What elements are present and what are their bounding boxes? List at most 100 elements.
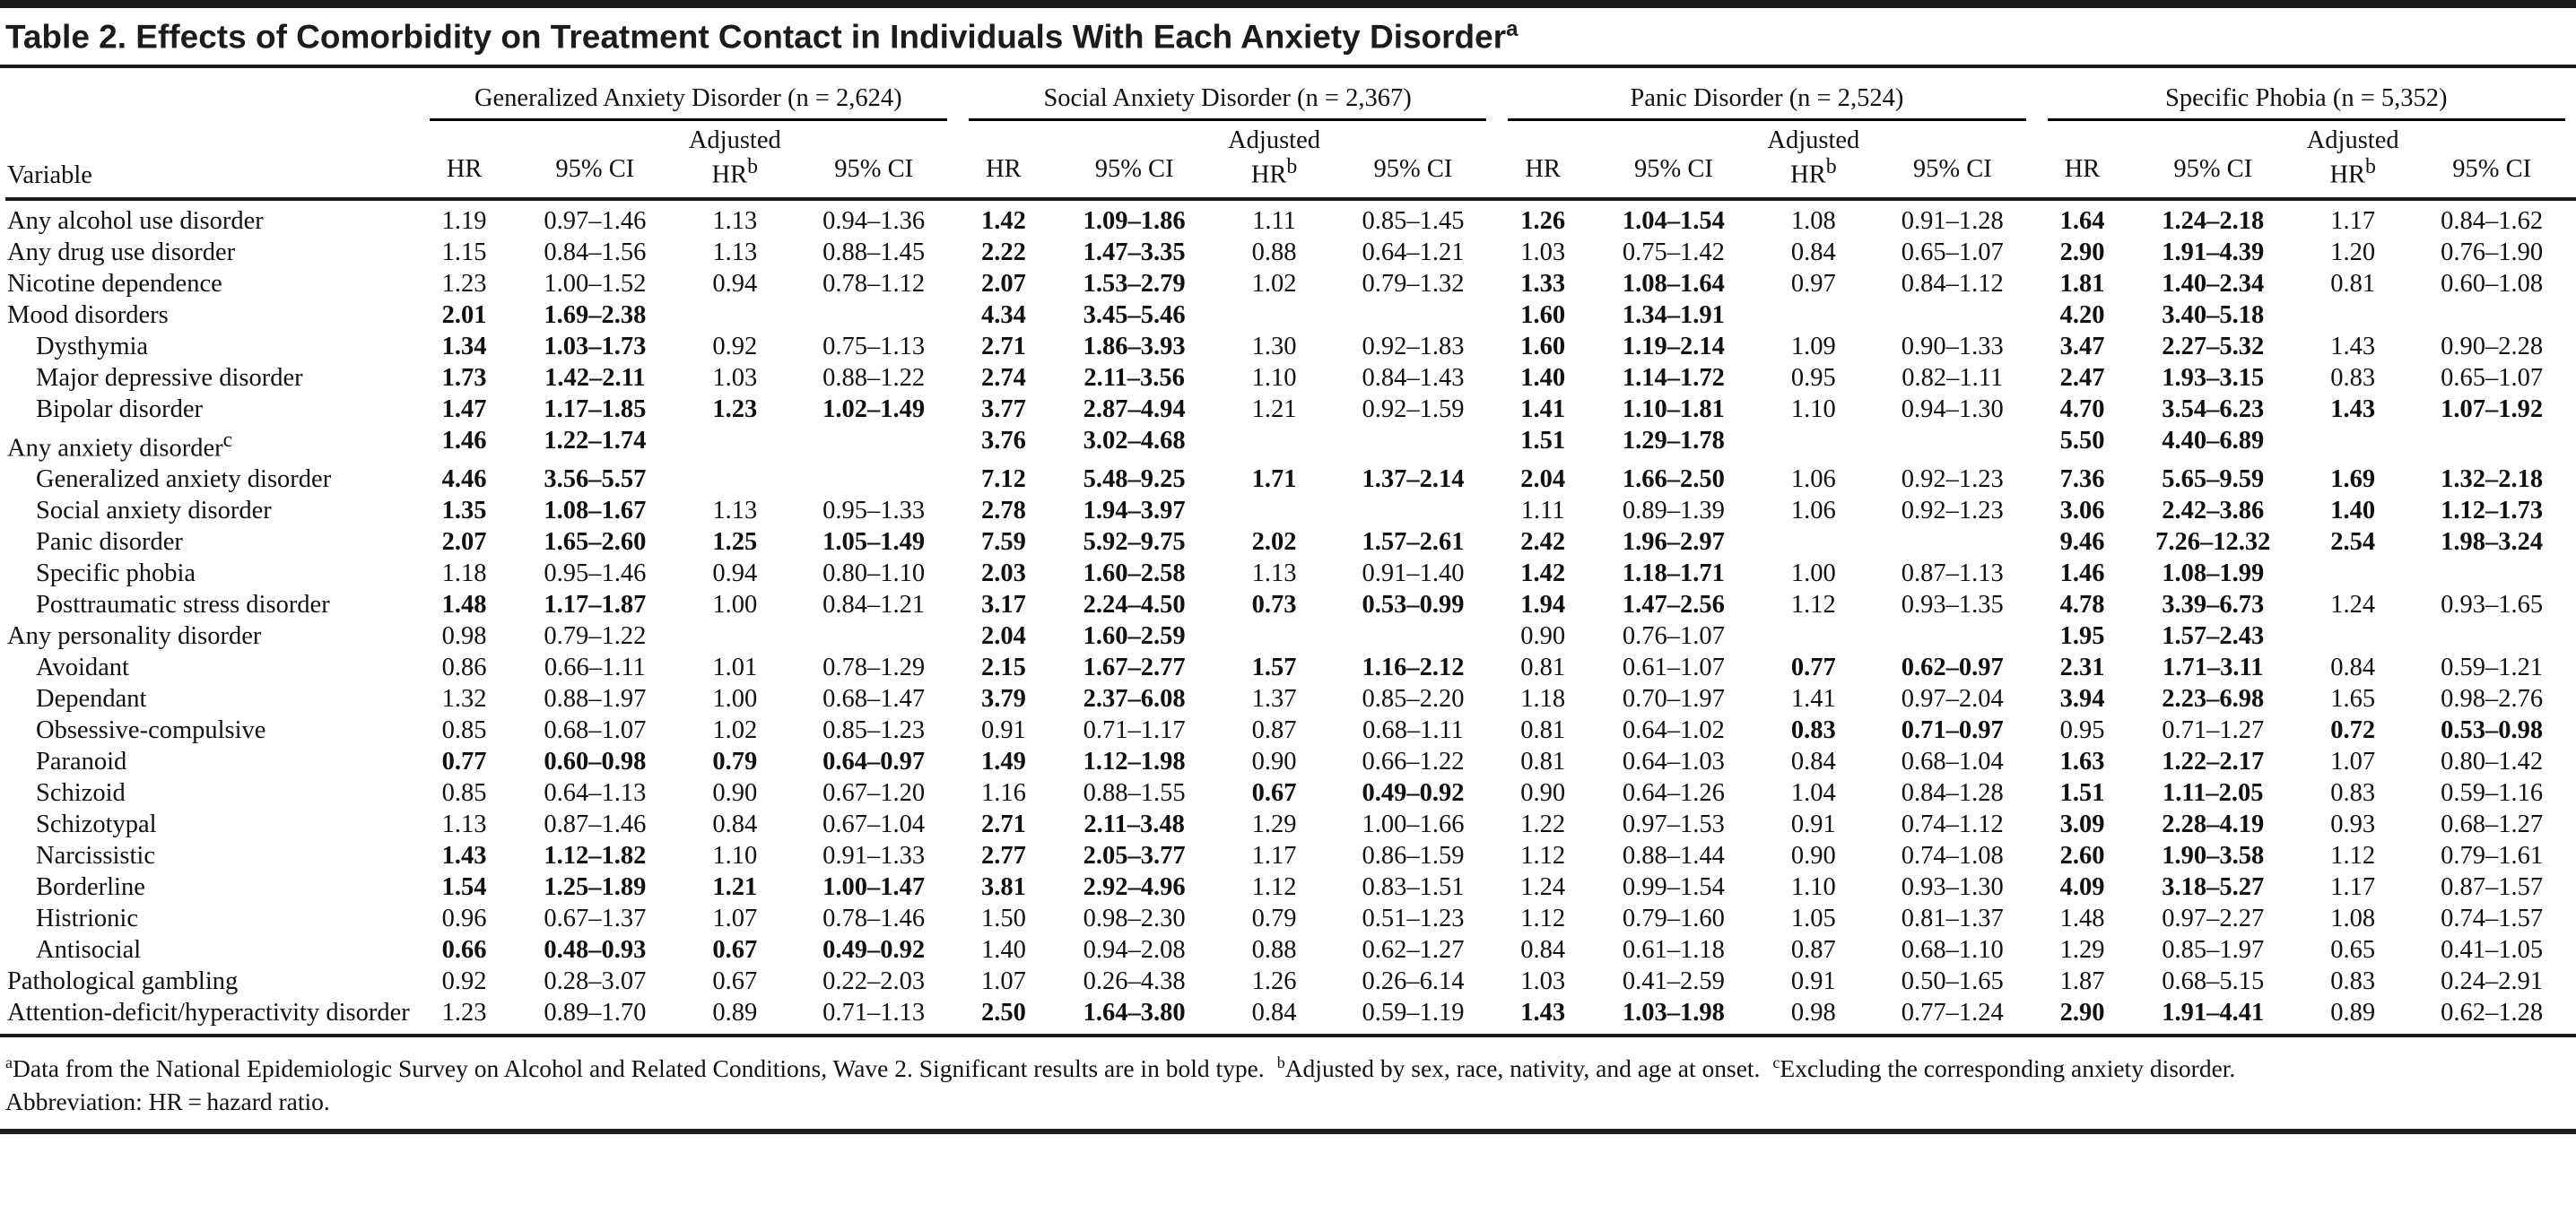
hr-cell: 1.13: [441, 811, 487, 839]
hr-cell: 0.95: [2059, 716, 2105, 745]
ci-cell: 5.48–9.25: [1083, 465, 1186, 494]
hr-cell: 2.15: [980, 654, 1026, 682]
adjusted-ci-cell: 0.53–0.98: [2441, 716, 2544, 745]
hr-cell: 1.42: [980, 206, 1026, 235]
hr-cell: 2.60: [2059, 842, 2105, 871]
table-row: Dependant 1.32 0.88–1.97 1.00 0.68–1.47 3.79 2…: [5, 683, 2576, 715]
adjusted-hr-cell: 0.84: [1790, 748, 1836, 776]
row-label: Avoidant: [36, 654, 129, 682]
adjusted-ci-cell: 0.49–0.92: [822, 936, 926, 965]
hr-cell: 2.90: [2059, 999, 2105, 1027]
hr-cell: 1.54: [441, 873, 487, 902]
adjusted-hr-cell: 1.08: [2330, 905, 2376, 933]
row-label: Narcissistic: [36, 842, 155, 871]
hr-cell: 2.90: [2059, 238, 2105, 266]
ci-cell: 0.89–1.70: [544, 999, 647, 1027]
table-row: Dysthymia 1.34 1.03–1.73 0.92 0.75–1.13 2.71 1…: [5, 331, 2576, 362]
adjusted-hr-cell: 0.83: [2330, 363, 2376, 392]
hr-cell: 3.76: [980, 426, 1026, 455]
hr-cell: 1.41: [1520, 394, 1566, 423]
ci-cell: 0.41–2.59: [1622, 967, 1725, 996]
adjusted-ci-cell: [2407, 425, 2576, 464]
hr-cell: 4.09: [2059, 873, 2105, 902]
journal-table: Table 2. Effects of Comorbidity on Treat…: [0, 0, 2576, 1135]
adjusted-hr-cell: 0.67: [712, 967, 758, 996]
row-label: Any alcohol use disorder: [7, 206, 264, 235]
ci-cell: 3.54–6.23: [2162, 394, 2265, 423]
ci-cell: 1.57–2.43: [2162, 622, 2265, 651]
adjusted-ci-cell: 0.65–1.07: [2441, 363, 2544, 392]
ci-cell: 2.24–4.50: [1083, 591, 1186, 620]
adjusted-label: Adjusted: [2306, 126, 2399, 155]
adjusted-hr-cell: 0.67: [1251, 779, 1297, 808]
table-header: Generalized Anxiety Disorder (n = 2,624)…: [5, 81, 2576, 199]
ci-cell: 0.99–1.54: [1622, 873, 1725, 902]
ci-cell: 7.26–12.32: [2155, 528, 2271, 557]
adjusted-ci-cell: 0.94–1.36: [822, 206, 926, 235]
footnote-b-marker: b: [1276, 1053, 1285, 1072]
ci-cell: 1.08–1.67: [544, 497, 647, 525]
ci-cell: 2.27–5.32: [2162, 332, 2265, 360]
adjusted-ci-cell: 0.82–1.11: [1902, 363, 2004, 392]
adjusted-hr-cell: 0.94: [712, 269, 758, 298]
adjusted-ci-cell: 0.76–1.90: [2441, 238, 2544, 266]
ci-cell: 0.64–1.03: [1622, 748, 1725, 776]
hr-cell: 2.31: [2059, 654, 2105, 682]
adjusted-ci-cell: 1.12–1.73: [2441, 497, 2544, 525]
group-header-sad: Social Anxiety Disorder (n = 2,367): [958, 81, 1497, 122]
hr-cell: 1.64: [2059, 206, 2105, 235]
ci-cell: 3.18–5.27: [2162, 873, 2265, 902]
adjusted-ci-cell: 0.90–1.33: [1901, 332, 2004, 360]
ci-cell: 0.76–1.07: [1622, 622, 1725, 651]
ci-header: 95% CI: [1373, 155, 1453, 184]
body-bottom-rule: [0, 1034, 2576, 1038]
ci-cell: 1.17–1.85: [544, 394, 647, 423]
hr-cell: 1.40: [1520, 363, 1566, 392]
hr-cell: 2.04: [1520, 465, 1566, 494]
adjusted-hr-cell: [2298, 425, 2407, 464]
hr-cell: 0.66: [441, 936, 487, 965]
adjusted-hr-cell: 0.84: [1251, 999, 1297, 1027]
hr-cell: 0.86: [441, 654, 487, 682]
adjusted-ci-cell: 0.62–1.27: [1362, 936, 1465, 965]
adjusted-ci-cell: 0.26–6.14: [1362, 967, 1465, 996]
ci-cell: 0.88–1.44: [1622, 842, 1725, 871]
row-label: Generalized anxiety disorder: [36, 465, 332, 494]
adjusted-ci-cell: 0.91–1.40: [1362, 559, 1465, 588]
adjusted-ci-cell: [1868, 620, 2037, 652]
table-row: Social anxiety disorder 1.35 1.08–1.67 1.13…: [5, 495, 2576, 526]
adjusted-hr-cell: 2.54: [2330, 528, 2376, 557]
ci-cell: 0.79–1.22: [544, 622, 647, 651]
table-row: Mood disorders 2.01 1.69–2.38 4.34 3.45–5.46…: [5, 299, 2576, 331]
spacer-cell: [5, 121, 419, 155]
adjusted-hr-cell: 1.04: [1790, 779, 1836, 808]
adjusted-ci-cell: [1329, 495, 1498, 526]
ci-cell: 5.92–9.75: [1083, 528, 1186, 557]
adjusted-ci-cell: 1.00–1.66: [1362, 811, 1465, 839]
ci-cell: 1.22–2.17: [2162, 748, 2265, 776]
hr-cell: 3.94: [2059, 685, 2105, 714]
ci-cell: 1.94–3.97: [1083, 497, 1186, 525]
hr-cell: 1.23: [441, 999, 487, 1027]
adjusted-hr-cell: 1.03: [712, 363, 758, 392]
ci-cell: 1.19–2.14: [1622, 332, 1725, 360]
adjusted-ci-cell: 0.84–1.28: [1901, 779, 2004, 808]
adjusted-ci-cell: 0.64–0.97: [822, 748, 926, 776]
ci-cell: 1.86–3.93: [1083, 332, 1186, 360]
adjusted-ci-cell: 0.88–1.45: [822, 238, 926, 266]
hr-cell: 1.11: [1520, 497, 1565, 525]
adjusted-hr-cell: [1759, 299, 1868, 331]
ci-cell: 1.18–1.71: [1622, 559, 1725, 588]
ci-cell: 0.97–1.53: [1622, 811, 1725, 839]
ci-cell: 1.12–1.98: [1083, 748, 1186, 776]
adjusted-hr-cell: [1759, 526, 1868, 558]
row-label: Pathological gambling: [7, 967, 239, 996]
ci-cell: 0.68–1.07: [544, 716, 647, 745]
row-label: Panic disorder: [36, 528, 183, 557]
ci-cell: 1.47–2.56: [1622, 591, 1725, 620]
hr-cell: 0.81: [1520, 654, 1566, 682]
hr-cell: 2.50: [980, 999, 1026, 1027]
ci-header: 95% CI: [2452, 155, 2532, 184]
row-label: Social anxiety disorder: [36, 497, 272, 525]
footnotes: aData from the National Epidemiologic Su…: [5, 1046, 2571, 1118]
